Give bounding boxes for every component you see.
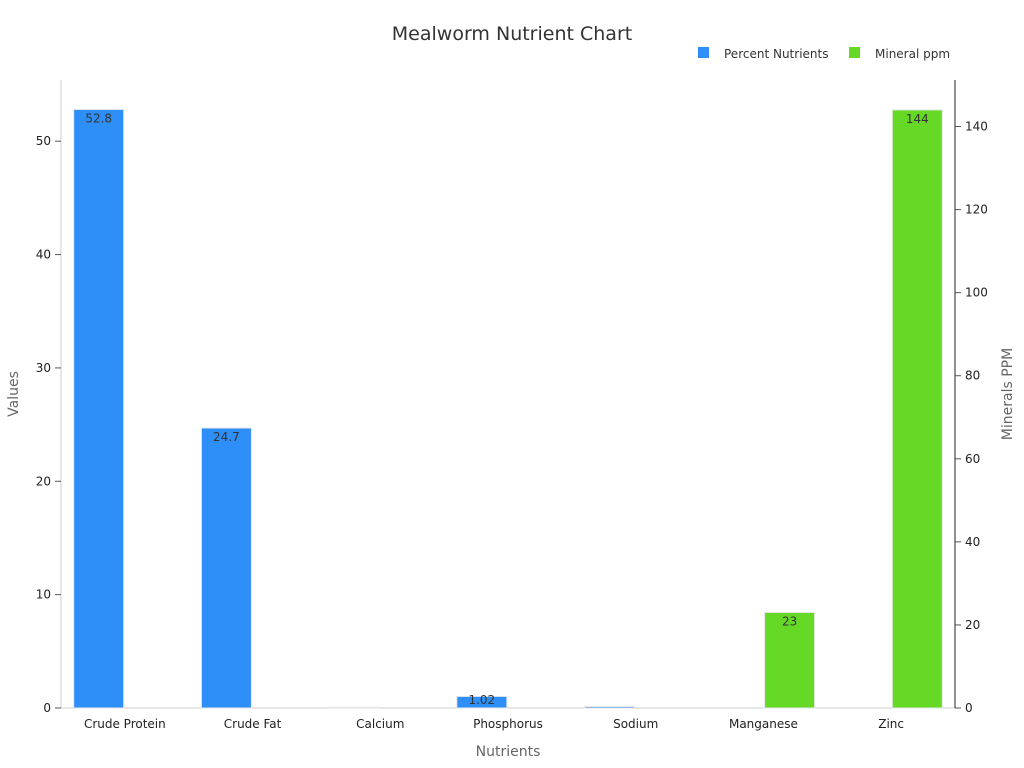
right-axis-ticks: 0 20 40 60 80 100 120 140: [955, 120, 988, 715]
right-tick-label: 40: [965, 535, 980, 549]
right-tick-label: 60: [965, 452, 980, 466]
legend-swatch-mineral: [849, 47, 860, 58]
x-tick-label: Crude Protein: [84, 717, 166, 731]
x-tick-label: Phosphorus: [473, 717, 543, 731]
left-tick-label: 0: [43, 701, 51, 715]
x-tick-label: Sodium: [613, 717, 658, 731]
bar-percent: [328, 706, 380, 709]
y2-axis-label: Minerals PPM: [1000, 348, 1016, 440]
y-axis-label: Values: [6, 371, 22, 417]
right-tick-label: 120: [965, 203, 988, 217]
bar-percent: [200, 427, 252, 709]
right-tick-label: 140: [965, 120, 988, 134]
bar-value-label: 1.02: [468, 693, 495, 707]
x-axis-label: Nutrients: [476, 744, 541, 760]
right-tick-label: 0: [965, 701, 973, 715]
left-tick-label: 40: [36, 248, 51, 262]
right-tick-label: 80: [965, 369, 980, 383]
left-tick-label: 30: [36, 361, 51, 375]
x-tick-label: Zinc: [878, 717, 904, 731]
legend-label-mineral: Mineral ppm: [875, 47, 950, 61]
left-tick-label: 20: [36, 474, 51, 488]
bar-percent: [73, 108, 125, 709]
right-tick-label: 20: [965, 618, 980, 632]
x-tick-label: Crude Fat: [224, 717, 282, 731]
legend-swatch-percent: [698, 47, 709, 58]
bar-percent: [456, 695, 508, 709]
left-tick-label: 50: [36, 134, 51, 148]
x-tick-label: Calcium: [356, 717, 404, 731]
right-tick-label: 100: [965, 286, 988, 300]
legend-label-percent: Percent Nutrients: [724, 47, 828, 61]
bar-mineral: [764, 611, 816, 709]
x-axis-ticks: Crude Protein Crude Fat Calcium Phosphorus S…: [84, 717, 904, 731]
bar-mineral: [891, 109, 943, 709]
left-tick-label: 10: [36, 588, 51, 602]
left-axis-ticks: 0 10 20 30 40 50: [36, 134, 61, 715]
chart-title: Mealworm Nutrient Chart: [392, 23, 632, 45]
bar-percent: [584, 706, 636, 709]
bar-value-label: 52.8: [85, 111, 112, 125]
bar-value-label: 24.7: [213, 430, 240, 444]
bar-value-label: 144: [906, 112, 929, 126]
bars: 52.8 24.7 1.02 23 144: [73, 108, 943, 709]
legend: Percent Nutrients Mineral ppm: [698, 47, 950, 61]
bar-value-label: 23: [782, 614, 797, 628]
x-tick-label: Manganese: [729, 717, 798, 731]
